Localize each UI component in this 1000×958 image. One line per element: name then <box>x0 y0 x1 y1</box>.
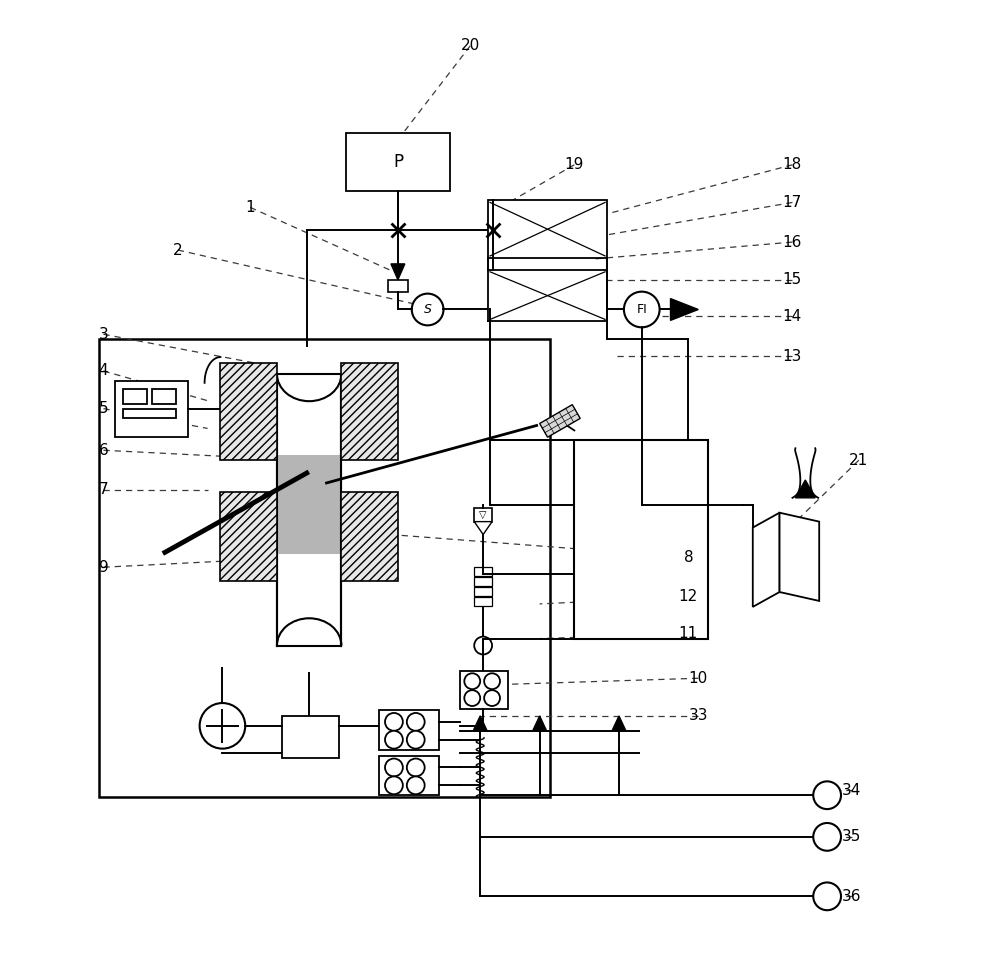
Text: 8: 8 <box>684 550 693 565</box>
Bar <box>574 441 708 639</box>
Text: 10: 10 <box>689 671 708 686</box>
Circle shape <box>474 637 492 654</box>
Polygon shape <box>612 716 626 731</box>
Bar <box>282 716 339 758</box>
Text: 20: 20 <box>461 38 480 54</box>
Text: 16: 16 <box>783 235 802 250</box>
Bar <box>460 672 508 709</box>
Text: 36: 36 <box>842 889 862 903</box>
Bar <box>474 508 492 521</box>
Bar <box>346 133 450 191</box>
Text: 1: 1 <box>245 200 255 215</box>
Text: 3: 3 <box>99 327 108 342</box>
Circle shape <box>813 882 841 910</box>
Bar <box>388 280 408 291</box>
Circle shape <box>464 673 480 689</box>
Text: 34: 34 <box>842 783 862 798</box>
Polygon shape <box>780 513 819 601</box>
Circle shape <box>407 776 425 794</box>
Polygon shape <box>671 299 698 320</box>
Bar <box>341 491 398 582</box>
Bar <box>474 567 492 576</box>
Bar <box>115 381 188 438</box>
Bar <box>99 339 550 797</box>
Text: ▽: ▽ <box>479 510 487 519</box>
Circle shape <box>200 703 245 748</box>
Bar <box>123 409 176 418</box>
Bar <box>123 389 147 403</box>
Circle shape <box>385 759 403 776</box>
Text: 35: 35 <box>842 830 862 844</box>
Circle shape <box>813 823 841 851</box>
Text: 2: 2 <box>173 242 183 258</box>
Polygon shape <box>474 521 492 535</box>
Text: 13: 13 <box>783 349 802 364</box>
Circle shape <box>484 690 500 706</box>
Text: 6: 6 <box>99 443 108 458</box>
Circle shape <box>385 731 403 748</box>
Text: FI: FI <box>636 303 647 316</box>
Circle shape <box>412 293 443 326</box>
Text: 5: 5 <box>99 401 108 416</box>
Text: 18: 18 <box>783 157 802 172</box>
Circle shape <box>464 690 480 706</box>
Text: 7: 7 <box>99 483 108 497</box>
Bar <box>379 756 439 795</box>
Bar <box>220 363 277 460</box>
Text: 4: 4 <box>99 363 108 378</box>
Polygon shape <box>540 404 580 437</box>
Text: 21: 21 <box>849 453 868 468</box>
Circle shape <box>385 713 403 731</box>
Circle shape <box>407 713 425 731</box>
Text: 19: 19 <box>565 157 584 172</box>
Circle shape <box>624 291 660 328</box>
Text: 9: 9 <box>99 559 108 575</box>
Bar <box>474 577 492 586</box>
Polygon shape <box>795 480 815 498</box>
Polygon shape <box>533 716 547 731</box>
Polygon shape <box>753 513 780 606</box>
Bar <box>474 587 492 596</box>
Text: 14: 14 <box>783 308 802 324</box>
Circle shape <box>407 759 425 776</box>
Polygon shape <box>391 263 405 280</box>
Text: 15: 15 <box>783 272 802 287</box>
Text: 33: 33 <box>689 708 708 723</box>
Circle shape <box>385 776 403 794</box>
Text: P: P <box>393 152 403 171</box>
Text: 17: 17 <box>783 194 802 210</box>
Bar <box>474 597 492 605</box>
Text: 11: 11 <box>679 627 698 641</box>
Bar <box>341 363 398 460</box>
Bar <box>277 455 341 555</box>
Bar <box>488 200 607 258</box>
Circle shape <box>813 782 841 810</box>
Polygon shape <box>473 716 487 731</box>
Bar <box>220 491 277 582</box>
Text: 12: 12 <box>679 589 698 604</box>
Bar <box>488 270 607 321</box>
Circle shape <box>484 673 500 689</box>
Text: S: S <box>424 303 432 316</box>
Bar <box>152 389 176 403</box>
Circle shape <box>407 731 425 748</box>
Bar <box>379 710 439 749</box>
